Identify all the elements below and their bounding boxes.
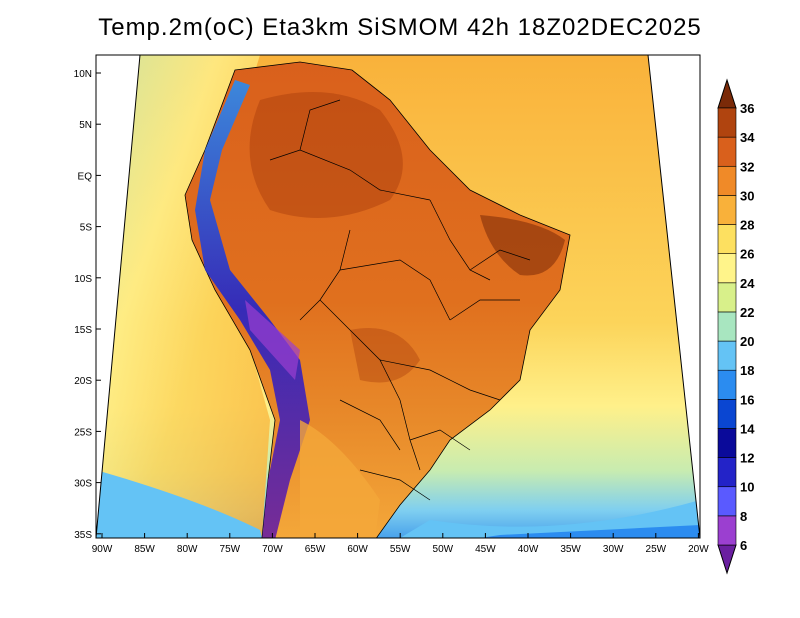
colorbar-box bbox=[717, 224, 737, 254]
colorbar-label: 16 bbox=[740, 392, 754, 407]
colorbar-box bbox=[717, 457, 737, 488]
lon-tick-label: 40W bbox=[518, 544, 539, 555]
lon-tick-label: 55W bbox=[390, 544, 411, 555]
lon-tick-label: 20W bbox=[688, 544, 709, 555]
colorbar-box bbox=[717, 165, 737, 196]
colorbar-box bbox=[717, 515, 737, 546]
colorbar-box bbox=[717, 282, 737, 313]
colorbar-label: 22 bbox=[740, 305, 754, 320]
lat-tick-label: 5S bbox=[80, 223, 93, 234]
colorbar-label: 28 bbox=[740, 218, 754, 233]
map-area bbox=[96, 55, 700, 538]
lon-tick-label: 25W bbox=[646, 544, 667, 555]
colorbar-box bbox=[717, 195, 737, 225]
colorbar-label: 36 bbox=[740, 101, 754, 116]
colorbar-label: 8 bbox=[740, 509, 747, 524]
map-title: Temp.2m(oC) Eta3km SiSMOM 42h 18Z02DEC20… bbox=[98, 14, 702, 41]
axes-frame bbox=[95, 54, 701, 539]
colorbar-label: 20 bbox=[740, 334, 754, 349]
colorbar-box bbox=[717, 399, 737, 429]
lat-tick-label: 5N bbox=[79, 120, 92, 131]
colorbar-box bbox=[717, 107, 737, 138]
colorbar-box bbox=[717, 136, 737, 167]
colorbar-label: 12 bbox=[740, 451, 754, 466]
lon-tick-label: 60W bbox=[347, 544, 368, 555]
colorbar-label: 34 bbox=[740, 130, 755, 145]
colorbar-label: 24 bbox=[740, 276, 755, 291]
lat-tick-label: 20S bbox=[74, 376, 92, 387]
colorbar-label: 26 bbox=[740, 247, 754, 262]
lon-tick-label: 70W bbox=[262, 544, 283, 555]
colorbar-box bbox=[717, 311, 737, 342]
colorbar-label: 14 bbox=[740, 421, 755, 436]
lon-tick-label: 50W bbox=[433, 544, 454, 555]
lon-tick-label: 35W bbox=[560, 544, 581, 555]
lat-tick-label: 25S bbox=[74, 427, 92, 438]
colorbar-box bbox=[717, 486, 737, 517]
lat-tick-label: EQ bbox=[78, 171, 93, 182]
lat-tick-label: 15S bbox=[74, 325, 92, 336]
colorbar-label: 32 bbox=[740, 159, 754, 174]
colorbar-label: 18 bbox=[740, 363, 754, 378]
colorbar-box bbox=[717, 369, 737, 400]
colorbar-box bbox=[717, 253, 737, 284]
lat-tick-label: 35S bbox=[74, 530, 92, 541]
colorbar-box bbox=[717, 340, 737, 371]
lat-tick-label: 10S bbox=[74, 274, 92, 285]
lon-tick-label: 45W bbox=[475, 544, 496, 555]
colorbar-label: 30 bbox=[740, 188, 754, 203]
colorbar-box bbox=[717, 428, 737, 458]
lon-tick-label: 90W bbox=[92, 544, 113, 555]
colorbar-top-arrow bbox=[717, 78, 737, 109]
lon-tick-label: 85W bbox=[134, 544, 155, 555]
lon-tick-label: 75W bbox=[220, 544, 241, 555]
country-borders bbox=[269, 99, 531, 501]
lon-tick-label: 30W bbox=[603, 544, 624, 555]
lat-tick-label: 10N bbox=[74, 69, 92, 80]
lat-tick-label: 30S bbox=[74, 479, 92, 490]
colorbar-label: 6 bbox=[740, 538, 747, 553]
colorbar-bottom-arrow bbox=[717, 544, 737, 575]
colorbar-label: 10 bbox=[740, 480, 754, 495]
lon-tick-label: 65W bbox=[305, 544, 326, 555]
lon-tick-label: 80W bbox=[177, 544, 198, 555]
